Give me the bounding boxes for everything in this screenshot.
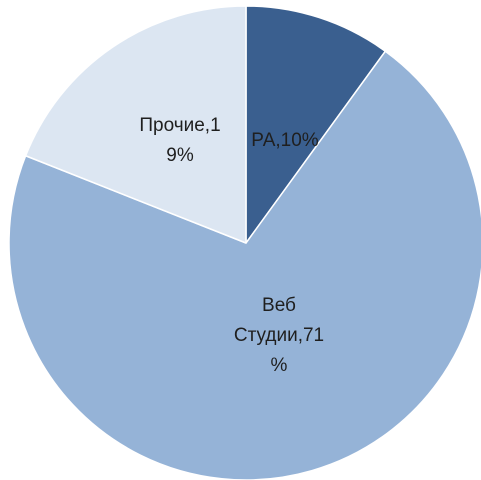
slice-label-2: Веб Студии,71% — [234, 295, 324, 376]
pie-slice-3 — [24, 5, 247, 244]
pie-slice-1 — [245, 5, 387, 244]
slice-label-3: Прочие,1 9% — [139, 115, 220, 166]
slice-label-line: Прочие,1 — [139, 115, 220, 136]
slice-label-line: % — [271, 355, 288, 376]
pie-labels: РА,10% Веб Студии,71 % Прочие,1 9% — [139, 115, 324, 376]
slice-label-line: Веб — [262, 295, 296, 316]
slice-label-line: Студии,71 — [234, 325, 324, 346]
slice-label-1: РА,10% — [251, 130, 318, 151]
pie-slice-2 — [8, 50, 481, 480]
pie-slices — [8, 5, 481, 480]
slice-label-line: 9% — [166, 145, 194, 166]
slice-label-line: РА,10% — [251, 130, 318, 151]
